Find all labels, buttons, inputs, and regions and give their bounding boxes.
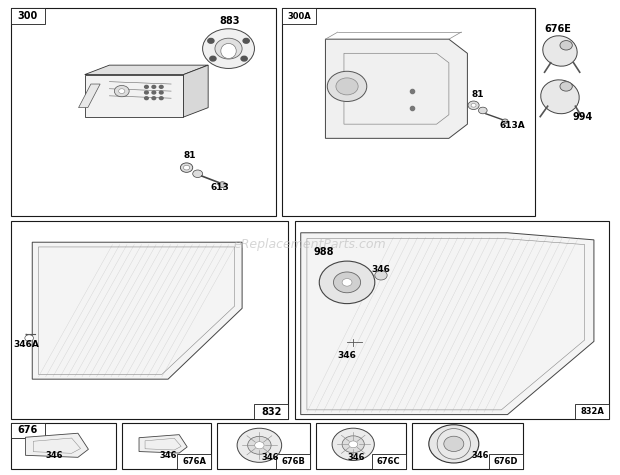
- Bar: [11, 221, 288, 419]
- Circle shape: [159, 97, 163, 100]
- Circle shape: [152, 97, 156, 100]
- Circle shape: [208, 38, 214, 43]
- Circle shape: [444, 436, 464, 452]
- Circle shape: [468, 101, 479, 110]
- Circle shape: [560, 82, 572, 91]
- Text: 676B: 676B: [281, 457, 305, 466]
- Circle shape: [180, 163, 193, 172]
- Bar: [122, 423, 211, 469]
- Bar: [372, 454, 405, 469]
- Ellipse shape: [542, 36, 577, 66]
- Circle shape: [319, 261, 375, 304]
- Circle shape: [502, 119, 508, 124]
- Polygon shape: [326, 39, 467, 138]
- Text: 676: 676: [17, 425, 38, 435]
- Bar: [294, 221, 609, 419]
- Circle shape: [429, 425, 479, 463]
- Circle shape: [243, 38, 249, 43]
- Bar: [575, 404, 609, 419]
- Circle shape: [342, 436, 365, 453]
- Circle shape: [118, 89, 125, 94]
- Circle shape: [152, 86, 156, 88]
- Circle shape: [375, 271, 387, 280]
- Text: 676A: 676A: [182, 457, 206, 466]
- Circle shape: [247, 437, 271, 454]
- Circle shape: [203, 29, 254, 68]
- Text: 300: 300: [17, 11, 38, 21]
- Text: 346A: 346A: [14, 340, 40, 349]
- Bar: [412, 423, 523, 469]
- Text: 300A: 300A: [287, 11, 311, 20]
- Circle shape: [471, 104, 476, 107]
- Text: 883: 883: [219, 16, 240, 26]
- Circle shape: [342, 278, 352, 286]
- Polygon shape: [139, 435, 187, 453]
- Bar: [11, 9, 45, 24]
- Circle shape: [255, 442, 264, 449]
- Polygon shape: [301, 233, 594, 415]
- Text: eReplacementParts.com: eReplacementParts.com: [234, 238, 386, 251]
- Polygon shape: [25, 433, 89, 457]
- Circle shape: [560, 40, 572, 50]
- Circle shape: [114, 86, 129, 97]
- Text: 346: 346: [472, 451, 489, 460]
- Bar: [282, 9, 316, 24]
- Circle shape: [215, 38, 242, 59]
- Circle shape: [25, 335, 33, 342]
- Ellipse shape: [221, 43, 236, 58]
- Bar: [11, 423, 45, 438]
- Circle shape: [144, 97, 148, 100]
- Circle shape: [327, 71, 367, 102]
- Polygon shape: [79, 84, 100, 108]
- Polygon shape: [85, 75, 184, 117]
- Circle shape: [479, 107, 487, 114]
- Circle shape: [152, 91, 156, 94]
- Bar: [282, 9, 535, 216]
- Text: 994: 994: [572, 113, 593, 123]
- Circle shape: [184, 165, 190, 170]
- Text: 346: 346: [262, 454, 280, 462]
- Circle shape: [332, 428, 374, 460]
- Bar: [11, 9, 276, 216]
- Text: 832A: 832A: [580, 407, 604, 416]
- Text: 988: 988: [313, 247, 334, 257]
- Circle shape: [349, 441, 358, 448]
- Text: 613A: 613A: [500, 121, 525, 130]
- Ellipse shape: [541, 80, 579, 114]
- Polygon shape: [85, 65, 208, 75]
- Circle shape: [210, 56, 216, 61]
- Text: 346: 346: [46, 452, 63, 460]
- Circle shape: [144, 86, 148, 88]
- Text: 346: 346: [159, 451, 177, 460]
- Circle shape: [159, 91, 163, 94]
- Circle shape: [237, 428, 281, 462]
- Text: 832: 832: [261, 407, 281, 417]
- Text: 81: 81: [472, 90, 484, 99]
- Bar: [276, 454, 310, 469]
- Bar: [11, 423, 115, 469]
- Polygon shape: [32, 242, 242, 379]
- Polygon shape: [184, 65, 208, 117]
- Bar: [218, 423, 310, 469]
- Text: 613: 613: [210, 183, 229, 192]
- Text: 346: 346: [347, 454, 365, 462]
- Text: 346: 346: [372, 265, 391, 274]
- Circle shape: [144, 91, 148, 94]
- Bar: [316, 423, 405, 469]
- Text: 676E: 676E: [544, 24, 572, 34]
- Text: 676C: 676C: [377, 457, 401, 466]
- Circle shape: [159, 86, 163, 88]
- Circle shape: [219, 182, 226, 188]
- Circle shape: [241, 56, 247, 61]
- Circle shape: [336, 78, 358, 95]
- Text: 676D: 676D: [494, 457, 518, 466]
- Text: 81: 81: [184, 151, 196, 160]
- Circle shape: [334, 272, 361, 293]
- Bar: [489, 454, 523, 469]
- Bar: [254, 404, 288, 419]
- Circle shape: [193, 170, 203, 178]
- Bar: [177, 454, 211, 469]
- Text: 346: 346: [338, 351, 356, 360]
